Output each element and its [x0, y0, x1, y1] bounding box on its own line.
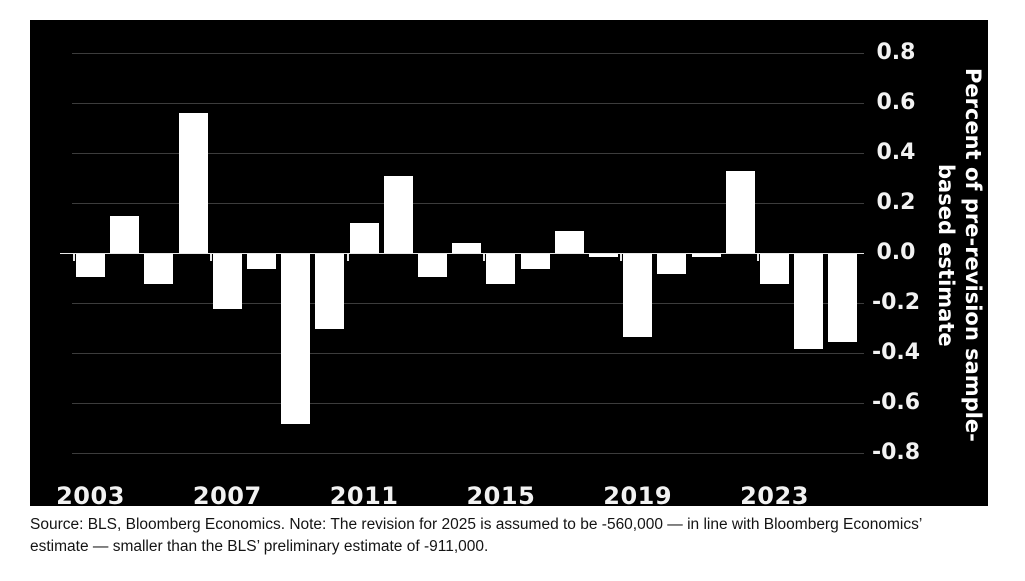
x-axis-label-2003: 2003	[56, 482, 125, 510]
chart-panel: 0.8 0.6 0.4 0.2 0.0 -0.2 -0.4 -0.6 -0.8 2003 2007…	[30, 20, 988, 510]
y-axis-label--0.6: -0.6	[871, 390, 921, 415]
bar-2003	[76, 254, 105, 277]
gridline	[72, 203, 864, 204]
y-axis-label-0.4: 0.4	[876, 140, 916, 165]
y-axis-title-line2: based estimate	[934, 163, 959, 347]
y-axis-label--0.4: -0.4	[871, 340, 921, 365]
y-axis-title-line1: Percent of pre-revision sample-	[961, 68, 985, 442]
x-axis-tick-2007	[209, 253, 212, 261]
bar-2022	[725, 170, 755, 253]
y-axis-label-0.2: 0.2	[876, 190, 916, 215]
x-axis-tick-2003	[73, 253, 75, 261]
y-axis-label-0.6: 0.6	[876, 90, 916, 115]
bar-2014	[452, 243, 482, 253]
zero-axis-line	[60, 253, 864, 254]
bar-2024	[794, 254, 824, 349]
y-axis-title: Percent of pre-revision sample- based es…	[932, 38, 986, 472]
bar-2019	[623, 254, 653, 337]
x-axis-label-2019: 2019	[603, 482, 673, 510]
bar-2018	[589, 254, 618, 257]
bar-2006	[178, 113, 208, 253]
source-note-line2: estimate — smaller than the BLS’ prelimi…	[30, 538, 489, 556]
gridline	[72, 453, 864, 454]
gridline	[72, 153, 864, 154]
bar-2004	[110, 215, 140, 253]
gridline	[72, 303, 864, 304]
bar-2007	[212, 254, 242, 309]
y-axis-label--0.8: -0.8	[871, 440, 921, 465]
y-axis-label-0.8: 0.8	[876, 40, 916, 65]
bar-2012	[383, 175, 413, 253]
gridline	[72, 353, 864, 354]
gridline	[72, 103, 864, 104]
bar-2013	[418, 254, 447, 277]
bar-2025	[828, 254, 858, 342]
bar-2017	[554, 230, 584, 253]
y-axis-label--0.2: -0.2	[871, 290, 921, 315]
bar-2008	[247, 254, 276, 269]
x-axis-label-2023: 2023	[740, 482, 809, 510]
x-axis-tick-2023	[757, 253, 759, 261]
source-note-line1: Source: BLS, Bloomberg Economics. Note: …	[30, 516, 923, 533]
x-axis-label-2007: 2007	[192, 482, 262, 510]
bar-2011	[349, 223, 379, 253]
bar-2010	[315, 254, 345, 329]
y-axis-label-0.0: 0.0	[876, 240, 916, 265]
bar-2020	[657, 254, 687, 274]
plot-area	[30, 20, 988, 506]
x-axis-tick-2011	[346, 253, 349, 261]
source-note: Source: BLS, Bloomberg Economics. Note: …	[30, 514, 1015, 559]
bar-2021	[691, 254, 721, 257]
x-axis-label-2015: 2015	[466, 482, 536, 510]
bar-2016	[520, 254, 550, 269]
bar-2023	[760, 254, 789, 284]
bar-2009	[281, 254, 311, 424]
gridline	[72, 403, 864, 404]
x-axis-tick-2019	[620, 253, 623, 261]
gridline	[72, 53, 864, 54]
x-axis-tick-2015	[483, 253, 486, 261]
x-axis-label-2011: 2011	[329, 482, 399, 510]
bar-2005	[144, 254, 174, 284]
bar-2015	[486, 254, 516, 284]
